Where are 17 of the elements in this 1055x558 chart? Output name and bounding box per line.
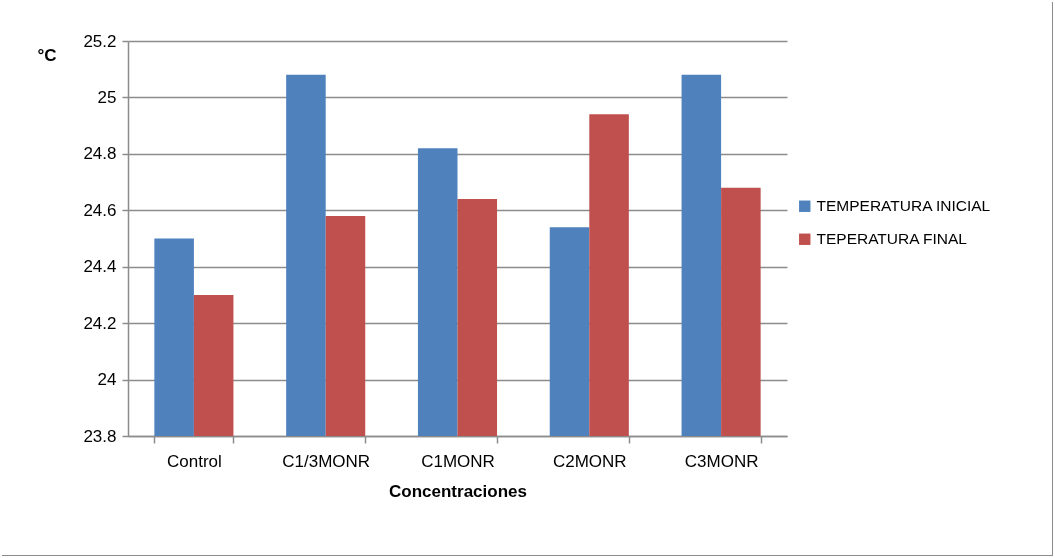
- legend-label: TEPERATURA FINAL: [816, 230, 968, 248]
- x-tick-label: Control: [166, 451, 222, 471]
- x-tick-label: C1MONR: [421, 451, 495, 471]
- y-tick-label: 24.2: [83, 313, 117, 333]
- y-tick-label: 25.2: [83, 31, 117, 51]
- y-tick-label: 23.8: [83, 426, 117, 446]
- y-tick-label: 24.8: [83, 144, 117, 164]
- x-axis-title: Concentraciones: [389, 481, 527, 501]
- y-axis-title: °C: [37, 45, 57, 65]
- legend-label: TEMPERATURA INICIAL: [816, 197, 991, 215]
- x-tick-label: C2MONR: [552, 451, 627, 471]
- y-tick-label: 24: [97, 370, 117, 390]
- x-tick-label: C1/3MONR: [282, 451, 371, 471]
- y-tick-label: 25: [97, 87, 117, 107]
- y-tick-label: 24.4: [83, 257, 117, 277]
- y-tick-label: 24.6: [83, 200, 117, 220]
- x-tick-label: C3MONR: [684, 451, 759, 471]
